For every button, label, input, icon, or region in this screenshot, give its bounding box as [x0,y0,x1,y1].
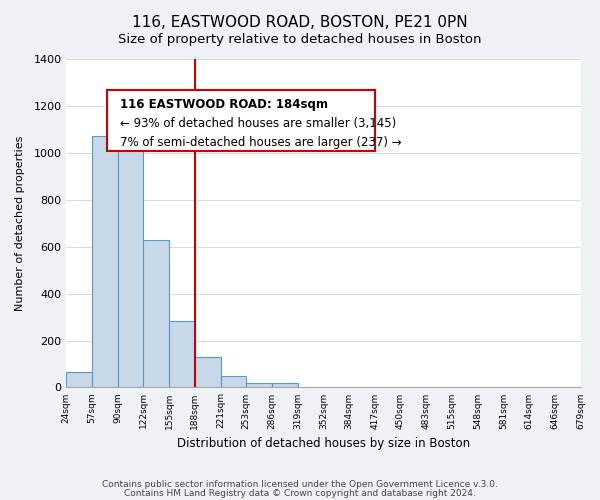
Bar [92,136,118,388]
Bar [221,376,246,388]
Text: Contains public sector information licensed under the Open Government Licence v.: Contains public sector information licen… [102,480,498,489]
Bar [246,383,272,388]
Y-axis label: Number of detached properties: Number of detached properties [15,136,25,311]
Text: ← 93% of detached houses are smaller (3,145): ← 93% of detached houses are smaller (3,… [121,117,397,130]
FancyBboxPatch shape [107,90,375,151]
Bar [272,383,298,388]
Text: 116 EASTWOOD ROAD: 184sqm: 116 EASTWOOD ROAD: 184sqm [121,98,328,112]
Bar [118,116,143,388]
X-axis label: Distribution of detached houses by size in Boston: Distribution of detached houses by size … [177,437,470,450]
Text: Contains HM Land Registry data © Crown copyright and database right 2024.: Contains HM Land Registry data © Crown c… [124,488,476,498]
Bar [67,372,92,388]
Bar [195,357,221,388]
Text: 7% of semi-detached houses are larger (237) →: 7% of semi-detached houses are larger (2… [121,136,402,149]
Text: Size of property relative to detached houses in Boston: Size of property relative to detached ho… [118,32,482,46]
Bar [143,240,169,388]
Text: 116, EASTWOOD ROAD, BOSTON, PE21 0PN: 116, EASTWOOD ROAD, BOSTON, PE21 0PN [132,15,468,30]
Bar [169,320,195,388]
